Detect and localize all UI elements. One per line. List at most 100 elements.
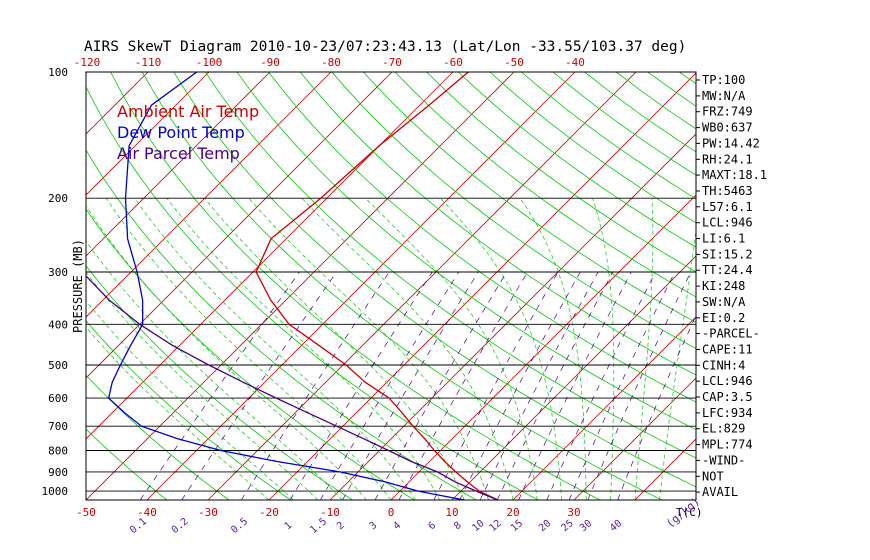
- index-label: MW:N/A: [702, 89, 746, 103]
- moist-adiabat-line: [519, 198, 587, 500]
- dewpoint-line: [107, 72, 465, 500]
- index-label: TH:5463: [702, 184, 753, 198]
- isotherm-grid: [86, 72, 696, 500]
- sounding-series: [86, 72, 499, 500]
- index-label: FRZ:749: [702, 105, 753, 119]
- bottom-temp-tick-label: 30: [567, 506, 580, 519]
- dry-adiabat-line: [299, 72, 696, 376]
- mixing-ratio-line: [342, 271, 479, 500]
- mixing-ratio-line: [568, 271, 676, 500]
- mixing-ratio-line: [289, 271, 433, 500]
- pressure-tick-label: 100: [48, 66, 68, 79]
- index-label: LI:6.1: [702, 232, 745, 246]
- dry-adiabat-line: [86, 265, 353, 500]
- index-label: PW:14.42: [702, 136, 760, 150]
- bottom-temp-tick-label: -10: [320, 506, 340, 519]
- mixing-ratio-tick-label: 20: [537, 518, 553, 534]
- mixing-ratio-line: [181, 271, 337, 500]
- index-label: CAPE:11: [702, 343, 753, 357]
- index-label: SI:15.2: [702, 247, 753, 261]
- moist-adiabat-line: [659, 228, 696, 500]
- top-temp-tick-label: -70: [382, 56, 402, 69]
- mixing-ratio-tick-label: 0.2: [170, 516, 191, 536]
- mixing-ratio-line: [241, 271, 390, 500]
- dry-adiabat-line: [110, 72, 601, 500]
- moist-adiabat-line: [248, 197, 489, 500]
- moist-adiabat-line: [301, 197, 514, 500]
- index-label: LCL:946: [702, 216, 753, 230]
- top-temp-tick-label: -60: [443, 56, 463, 69]
- pressure-tick-label: 600: [48, 392, 68, 405]
- pressure-tick-label: 800: [48, 445, 68, 458]
- index-label: MPL:774: [702, 438, 753, 452]
- moist-adiabat-grid: [86, 197, 696, 500]
- mixing-ratio-grid: [139, 271, 696, 500]
- bottom-temp-tick-label: -50: [76, 506, 96, 519]
- bottom-temperature-axis: -50 -40 -30 -20 -10 0 10 20 30: [76, 506, 581, 519]
- pressure-tick-label: 900: [48, 466, 68, 479]
- index-label: EI:0.2: [702, 311, 745, 325]
- isotherm-line: [573, 377, 696, 500]
- ambient-temp-line: [255, 72, 499, 500]
- index-label: AVAIL: [702, 485, 738, 499]
- bottom-temp-tick-label: 20: [506, 506, 519, 519]
- mixing-ratio-line: [398, 271, 528, 500]
- isotherm-line: [146, 72, 576, 500]
- index-label: KI:248: [702, 279, 745, 293]
- top-temp-tick-label: -80: [321, 56, 341, 69]
- chart-title: AIRS SkewT Diagram 2010-10-23/07:23:43.1…: [84, 39, 686, 55]
- bottom-temp-tick-label: -40: [137, 506, 157, 519]
- index-label: RH:24.1: [702, 152, 753, 166]
- mixing-ratio-tick-label: 1.5: [308, 516, 329, 536]
- isotherm-line: [86, 72, 210, 196]
- mixing-ratio-tick-label: 30: [578, 518, 594, 534]
- index-label: TT:24.4: [702, 263, 753, 277]
- mixing-ratio-line: [617, 314, 696, 500]
- top-temperature-axis: -120 -110 -100 -90 -80 -70 -60 -50 -40: [74, 56, 585, 69]
- bottom-temp-tick-label: 0: [388, 506, 395, 519]
- moist-adiabat-line: [86, 205, 367, 500]
- dry-adiabat-line: [331, 72, 696, 350]
- mixing-ratio-tick-label: 0.1: [128, 516, 149, 536]
- mixing-ratio-tick-label: 12: [487, 518, 503, 534]
- pressure-tick-label: 500: [48, 359, 68, 372]
- index-label: WB0:637: [702, 121, 753, 135]
- mixing-ratio-tick-label: 6: [426, 520, 438, 532]
- moist-adiabat-line: [166, 197, 441, 500]
- moist-adiabat-line: [634, 198, 654, 500]
- dry-adiabat-line: [268, 72, 696, 403]
- pressure-tick-label: 300: [48, 266, 68, 279]
- bottom-temp-tick-label: 10: [445, 506, 458, 519]
- mixing-ratio-line: [459, 271, 581, 500]
- moist-adiabat-line: [204, 197, 465, 500]
- top-temp-tick-label: -110: [135, 56, 162, 69]
- mixing-ratio-tick-label: 40: [608, 518, 624, 534]
- isotherm-line: [86, 72, 515, 500]
- mixing-ratio-line: [374, 271, 507, 500]
- dry-adiabat-line: [489, 72, 696, 224]
- mixing-ratio-line: [587, 271, 692, 500]
- dry-adiabat-line: [86, 320, 291, 500]
- mixing-ratio-line: [433, 271, 559, 500]
- index-label: L57:6.1: [702, 200, 753, 214]
- mixing-ratio-tick-label: 25: [559, 518, 575, 534]
- legend-parcel: Air Parcel Temp: [117, 144, 240, 163]
- isotherm-line: [390, 194, 696, 500]
- mixing-ratio-tick-label: 2: [335, 520, 347, 532]
- mixing-ratio-line: [139, 271, 300, 500]
- isotherm-line: [86, 72, 332, 318]
- dry-adiabat-line: [86, 85, 539, 500]
- mixing-ratio-tick-label: 4: [391, 520, 403, 532]
- parcel-line: [86, 275, 499, 500]
- dry-adiabat-line: [394, 72, 696, 298]
- isobar-grid: [86, 72, 696, 492]
- moist-adiabat-line: [86, 300, 294, 500]
- index-label: SW:N/A: [702, 295, 746, 309]
- top-temp-tick-label: -100: [196, 56, 223, 69]
- isotherm-line: [451, 255, 696, 500]
- mixing-ratio-tick-label: 8: [452, 520, 464, 532]
- moist-adiabat-line: [365, 197, 538, 500]
- top-temp-tick-label: -40: [565, 56, 585, 69]
- index-label: EL:829: [702, 422, 745, 436]
- moist-adiabat-line: [105, 198, 392, 500]
